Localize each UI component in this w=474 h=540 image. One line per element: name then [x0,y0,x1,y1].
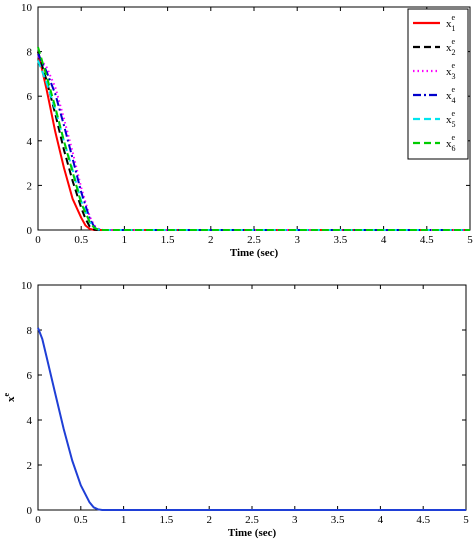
y-axis-label: xe [2,393,17,403]
series-line-2 [37,51,470,231]
x-tick-label: 5 [467,234,473,246]
x-tick-label: 0 [35,234,41,246]
x-tick-label: 2 [208,234,214,246]
y-tick-label: 6 [27,370,33,382]
y-tick-label: 0 [27,505,33,517]
x-tick-label: 2.5 [245,514,259,526]
series-line-1 [37,51,470,231]
axes-box [37,284,467,511]
x-tick-label: 4 [381,234,387,246]
legend-box [407,8,469,160]
y-tick-label: 8 [27,325,33,337]
x-tick-label: 0.5 [74,514,88,526]
series-line-1 [37,327,466,511]
series-line-6 [37,46,470,231]
series-line-3 [37,55,470,231]
y-tick-label: 10 [21,280,33,292]
legend: x1e x2e x3e x4e x5e x6e [407,8,469,160]
x-axis-label: Time (sec) [230,247,279,259]
y-tick-label: 6 [27,91,33,103]
x-tick-label: 1.5 [160,514,174,526]
x-tick-label: 2.5 [247,234,261,246]
y-tick-label: 8 [27,47,33,59]
legend-entry: x5e [446,109,456,129]
x-tick-label: 4.5 [420,234,434,246]
series-line-5 [37,60,470,231]
legend-entry: x4e [446,85,456,105]
x-tick-label: 2 [206,514,212,526]
top-plot: 0 0.5 1 1.5 2 2.5 3 3.5 4 4.5 5 0 2 4 6 8 10 Time (sec) x1… [21,2,473,259]
legend-entry: x6e [446,133,456,153]
y-tick-label: 4 [27,136,33,148]
x-tick-label: 1 [121,514,127,526]
x-tick-label: 0 [35,514,41,526]
y-tick-label: 10 [21,2,33,14]
y-tick-label: 2 [27,460,33,472]
x-tick-label: 3.5 [331,514,345,526]
x-tick-label: 3.5 [334,234,348,246]
x-tick-label: 3 [294,234,300,246]
series-line-4 [37,53,470,231]
legend-entry: x1e [446,13,456,33]
x-tick-label: 1 [122,234,128,246]
x-tick-label: 4 [378,514,384,526]
x-tick-label: 4.5 [416,514,430,526]
legend-entry: x2e [446,37,456,57]
bottom-plot: 0 0.5 1 1.5 2 2.5 3 3.5 4 4.5 5 0 2 4 6 8 10 Time (sec) xe [2,280,469,539]
x-tick-label: 0.5 [74,234,88,246]
y-tick-label: 0 [27,225,33,237]
x-tick-label: 3 [292,514,298,526]
x-axis-label: Time (sec) [228,527,277,539]
axes-box [37,6,471,231]
y-tick-label: 2 [27,180,33,192]
x-tick-label: 5 [463,514,469,526]
legend-entry: x3e [446,61,456,81]
x-tick-label: 1.5 [161,234,175,246]
y-tick-label: 4 [27,415,33,427]
